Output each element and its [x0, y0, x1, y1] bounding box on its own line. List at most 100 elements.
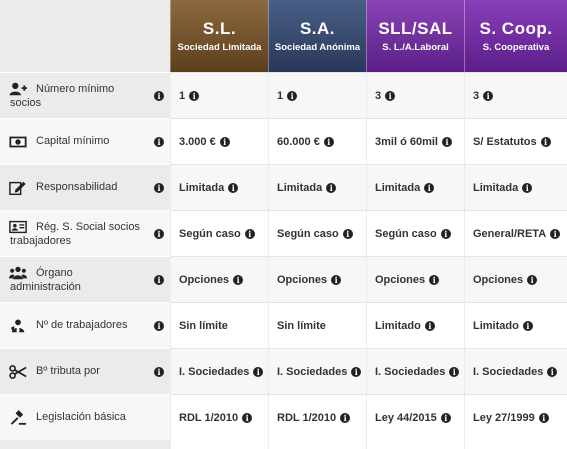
info-icon[interactable]: i [331, 274, 342, 285]
info-icon[interactable]: i [154, 228, 164, 239]
info-icon[interactable]: i [233, 274, 244, 285]
table-footer-strip [170, 440, 268, 449]
info-icon[interactable]: i [440, 412, 451, 423]
row-label-organo-administracion: Órgano administración i [0, 256, 170, 302]
row-label-responsabilidad: Responsabilidad i [0, 164, 170, 210]
info-icon[interactable]: i [527, 274, 538, 285]
row-label-reg-seguridad-social: Rég. S. Social socios trabajadores i [0, 210, 170, 256]
table-cell: Limitada i [170, 164, 268, 210]
cell-value: 3mil ó 60mil [375, 135, 438, 148]
cell-value: I. Sociedades [179, 365, 250, 378]
row-label-text: Responsabilidad [36, 181, 118, 193]
table-cell: I. Sociedades i [464, 348, 567, 394]
info-icon[interactable]: i [440, 228, 451, 239]
table-cell: Ley 44/2015 i [366, 394, 464, 440]
cell-value: Según caso [179, 227, 241, 240]
table-cell: Opciones i [268, 256, 366, 302]
cell-value: Limitado [375, 319, 421, 332]
table-cell: Ley 27/1999 i [464, 394, 567, 440]
info-icon[interactable]: i [441, 136, 452, 147]
table-cell: Opciones i [464, 256, 567, 302]
table-cell: Limitado i [464, 302, 567, 348]
info-icon[interactable]: i [154, 320, 164, 331]
info-icon[interactable]: i [522, 182, 533, 193]
column-header-sll: SLL/SAL S. L./A.Laboral [366, 0, 464, 72]
table-corner [0, 0, 170, 72]
gavel-icon [8, 409, 28, 426]
table-cell: Limitada i [366, 164, 464, 210]
table-cell: Limitado i [366, 302, 464, 348]
table-cell: Opciones i [170, 256, 268, 302]
info-icon[interactable]: i [154, 136, 164, 147]
cell-value: Sin límite [277, 319, 326, 332]
info-icon[interactable]: i [342, 228, 353, 239]
table-cell: General/RETA i [464, 210, 567, 256]
table-cell: I. Sociedades i [170, 348, 268, 394]
info-icon[interactable]: i [326, 182, 337, 193]
cell-value: Limitada [473, 181, 519, 194]
cell-value: Limitado [473, 319, 519, 332]
info-icon[interactable]: i [538, 412, 549, 423]
edit-pencil-icon [8, 180, 28, 196]
row-label-text-line2: trabajadores [10, 235, 72, 247]
table-footer-strip [268, 440, 366, 449]
info-icon[interactable]: i [449, 366, 460, 377]
info-icon[interactable]: i [253, 366, 264, 377]
table-cell: I. Sociedades i [366, 348, 464, 394]
cell-value: Sin límite [179, 319, 228, 332]
column-abbr: S.A. [299, 18, 336, 38]
info-icon[interactable]: i [550, 228, 561, 239]
row-label-text: Rég. S. Social socios [36, 220, 140, 233]
info-icon[interactable]: i [424, 320, 435, 331]
info-icon[interactable]: i [154, 90, 164, 101]
row-label-num-trabajadores: Nº de trabajadores i [0, 302, 170, 348]
table-cell: RDL 1/2010 i [268, 394, 366, 440]
cell-value: 60.000 € [277, 135, 320, 148]
row-label-text-line2: administración [10, 281, 81, 293]
row-label-text: Bº tributa por [36, 365, 100, 377]
money-bill-icon [8, 134, 28, 150]
row-label-numero-minimo-socios: Número mínimo socios i [0, 72, 170, 118]
cell-value: Según caso [277, 227, 339, 240]
column-full-name: S. L./A.Laboral [382, 41, 449, 53]
info-icon[interactable]: i [540, 136, 551, 147]
row-label-text: Legislación básica [36, 411, 126, 423]
table-footer-strip [0, 440, 170, 449]
info-icon[interactable]: i [323, 136, 334, 147]
info-icon[interactable]: i [154, 366, 164, 377]
info-icon[interactable]: i [154, 274, 164, 285]
info-icon[interactable]: i [351, 366, 362, 377]
info-icon[interactable]: i [547, 366, 558, 377]
column-abbr: SLL/SAL [378, 18, 453, 38]
info-icon[interactable]: i [385, 90, 396, 101]
column-full-name: Sociedad Anónima [274, 41, 361, 53]
column-abbr: S.L. [202, 18, 237, 38]
cell-value: 3.000 € [179, 135, 216, 148]
info-icon[interactable]: i [189, 90, 200, 101]
table-cell: Sin límite [268, 302, 366, 348]
info-icon[interactable]: i [228, 182, 239, 193]
info-icon[interactable]: i [340, 412, 351, 423]
info-icon[interactable]: i [219, 136, 230, 147]
column-full-name: Sociedad Limitada [177, 41, 262, 53]
info-icon[interactable]: i [522, 320, 533, 331]
table-cell: RDL 1/2010 i [170, 394, 268, 440]
row-label-text: Número mínimo [36, 82, 115, 95]
table-cell: Según caso i [366, 210, 464, 256]
column-header-sl: S.L. Sociedad Limitada [170, 0, 268, 72]
column-abbr: S. Coop. [479, 18, 553, 38]
info-icon[interactable]: i [429, 274, 440, 285]
info-icon[interactable]: i [287, 90, 298, 101]
info-icon[interactable]: i [154, 182, 164, 193]
info-icon[interactable]: i [424, 182, 435, 193]
column-full-name: S. Cooperativa [482, 41, 550, 53]
info-icon[interactable]: i [244, 228, 255, 239]
row-label-text: Capital mínimo [36, 135, 110, 147]
cell-value: Limitada [375, 181, 421, 194]
info-icon[interactable]: i [242, 412, 253, 423]
cell-value: 1 [277, 89, 284, 102]
cell-value: Limitada [277, 181, 323, 194]
info-icon[interactable]: i [483, 90, 494, 101]
